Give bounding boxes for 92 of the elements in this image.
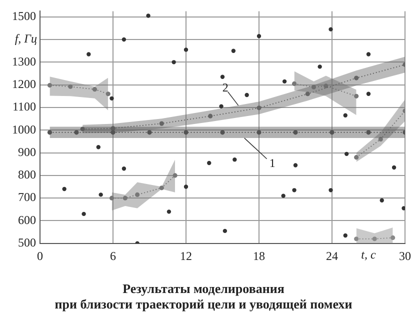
x-tick-label: 30	[399, 248, 411, 263]
y-tick-label: 700	[18, 190, 36, 204]
point	[184, 48, 188, 52]
point	[96, 145, 100, 150]
point	[159, 186, 164, 190]
point	[82, 212, 86, 216]
point	[292, 188, 296, 192]
point	[293, 130, 298, 135]
point	[256, 106, 262, 110]
point	[318, 64, 322, 69]
point	[62, 186, 66, 192]
point	[159, 121, 164, 126]
point	[172, 173, 178, 178]
point	[256, 34, 262, 38]
point	[92, 87, 98, 92]
point	[402, 206, 405, 210]
point	[110, 126, 116, 131]
point	[47, 82, 52, 88]
point	[219, 104, 224, 108]
point	[110, 130, 116, 135]
y-tick-label: 1200	[12, 76, 36, 91]
point	[354, 76, 359, 80]
point	[220, 74, 225, 79]
x-tick-label: 24	[326, 248, 338, 263]
y-tick-label: 600	[18, 212, 36, 227]
point	[207, 160, 212, 166]
x-tick-label: 18	[253, 248, 265, 263]
point	[256, 130, 262, 135]
annotation: 1	[269, 156, 276, 170]
y-axis-title: f, Гц	[14, 32, 37, 46]
point	[109, 196, 114, 200]
point	[390, 235, 396, 240]
y-tick-label: 500	[18, 236, 36, 250]
point	[281, 194, 286, 198]
x-tick-label: 6	[110, 248, 116, 263]
point	[172, 60, 176, 64]
point	[106, 92, 110, 96]
point	[232, 157, 237, 162]
point	[354, 94, 359, 98]
point	[354, 236, 359, 242]
point	[392, 165, 396, 170]
point	[344, 152, 349, 156]
y-tick-label: 1100	[12, 100, 36, 114]
point	[80, 126, 85, 132]
point	[366, 52, 371, 56]
point	[110, 96, 114, 101]
point	[135, 192, 140, 197]
y-tick-label: 1000	[12, 122, 36, 136]
y-tick-label: 900	[18, 144, 36, 159]
point	[184, 184, 188, 189]
x-axis-title: t, с	[361, 248, 376, 262]
point	[292, 81, 297, 86]
point	[328, 27, 333, 32]
point	[343, 233, 348, 238]
annotation: 2	[222, 80, 228, 95]
point	[122, 37, 126, 42]
point	[372, 236, 377, 242]
y-tick-label: 1300	[12, 54, 36, 68]
point	[330, 130, 334, 135]
point	[184, 130, 188, 135]
point	[86, 52, 91, 56]
point	[147, 130, 152, 135]
point	[166, 210, 172, 214]
point	[47, 130, 52, 135]
point	[222, 228, 228, 234]
point	[328, 188, 333, 192]
point	[74, 130, 79, 135]
point	[122, 196, 128, 200]
point	[311, 84, 316, 90]
point	[98, 192, 103, 197]
point	[354, 155, 359, 160]
point	[208, 114, 213, 118]
point	[324, 84, 328, 88]
y-tick-label: 1500	[12, 9, 36, 24]
point	[378, 136, 383, 142]
point	[305, 92, 310, 96]
x-tick-label: 0	[37, 248, 43, 263]
point	[380, 198, 384, 202]
point	[146, 14, 150, 18]
point	[366, 130, 371, 135]
point	[220, 130, 225, 135]
y-tick-label: 800	[18, 168, 36, 182]
point	[293, 163, 298, 168]
point	[366, 92, 371, 96]
point	[231, 48, 236, 53]
point	[244, 92, 249, 98]
point	[343, 113, 348, 118]
point	[282, 79, 287, 84]
point	[122, 166, 126, 171]
x-tick-label: 12	[180, 248, 192, 263]
text: Результаты моделирования при близости траекторий цели и уводящей помехи	[54, 280, 353, 312]
point	[68, 84, 73, 89]
